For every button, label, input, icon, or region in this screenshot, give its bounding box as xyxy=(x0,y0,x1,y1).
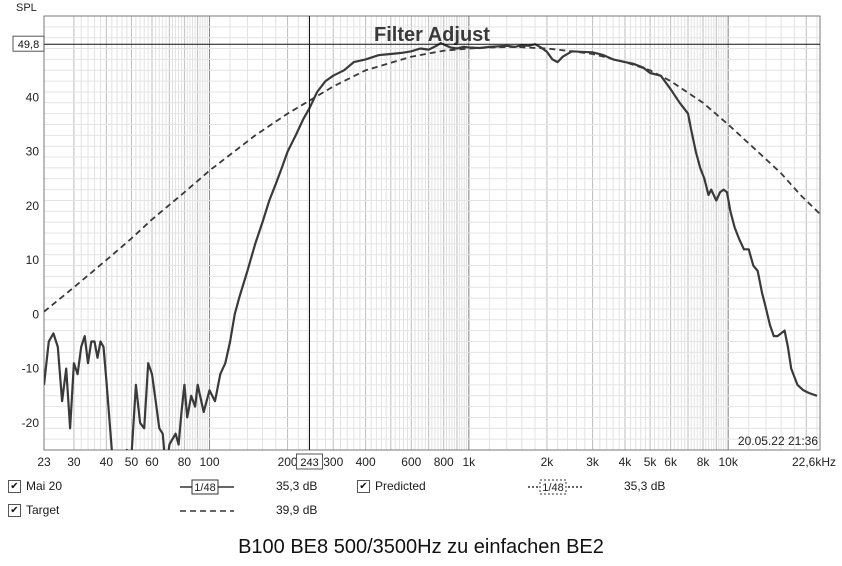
legend-checkbox-target[interactable] xyxy=(8,504,21,517)
legend-label-target: Target xyxy=(26,503,60,517)
cursor-y-label: 49,8 xyxy=(18,39,39,51)
y-tick-label: -20 xyxy=(22,416,40,430)
x-tick-label: 80 xyxy=(178,455,192,469)
legend-swatch-target xyxy=(180,510,234,512)
x-tick-label: 300 xyxy=(323,455,343,469)
x-tick-label: 60 xyxy=(145,455,159,469)
legend-smoothing-mai20: 1/48 xyxy=(194,482,215,494)
frequency-response-chart: -20 -10 0 10 20 30 40 SPL 23 30 40 50 60 80 100 200 300 4… xyxy=(12,2,836,470)
plot-frame xyxy=(43,15,821,451)
legend-smoothing-predicted: 1/48 xyxy=(542,482,563,494)
legend-swatch-predicted: 1/48 xyxy=(528,479,582,495)
x-tick-label: 5k xyxy=(644,455,658,469)
legend-label-mai20: Mai 20 xyxy=(26,479,63,493)
legend-swatch-mai20: 1/48 xyxy=(180,479,234,495)
x-tick-label: 1k xyxy=(463,455,477,469)
y-tick-label: -10 xyxy=(22,362,40,376)
x-tick-label: 6k xyxy=(664,455,678,469)
legend-checkbox-mai20[interactable] xyxy=(8,480,21,493)
x-tick-label: 2k xyxy=(541,455,555,469)
x-tick-label: 22,6kHz xyxy=(792,455,836,469)
legend-label-predicted: Predicted xyxy=(375,479,426,493)
legend-value-mai20: 35,3 dB xyxy=(276,479,318,493)
timestamp: 20.05.22 21:36 xyxy=(738,434,818,448)
x-tick-label: 100 xyxy=(200,455,220,469)
y-tick-label: 10 xyxy=(26,253,40,267)
legend-value-target: 39,9 dB xyxy=(276,503,318,517)
legend-value-predicted: 35,3 dB xyxy=(624,479,666,493)
series-line-target xyxy=(44,46,820,313)
series-group xyxy=(44,42,820,450)
grid xyxy=(44,15,820,451)
x-tick-label: 800 xyxy=(434,455,454,469)
chart-title: Filter Adjust xyxy=(374,24,490,46)
x-tick-label: 40 xyxy=(100,455,114,469)
x-tick-label: 50 xyxy=(125,455,139,469)
x-tick-label: 8k xyxy=(697,455,711,469)
x-tick-label: 3k xyxy=(586,455,600,469)
series-line-mai-20 xyxy=(44,42,818,450)
x-tick-label: 23 xyxy=(37,455,51,469)
cursor-y-box xyxy=(12,35,45,52)
x-tick-label: 30 xyxy=(67,455,81,469)
y-tick-label: 20 xyxy=(26,199,40,213)
y-tick-label: 30 xyxy=(26,145,40,159)
y-tick-label: 40 xyxy=(26,90,40,104)
cursor-x-label: 243 xyxy=(300,457,318,469)
y-axis-label: SPL xyxy=(16,2,37,14)
x-tick-label: 400 xyxy=(356,455,376,469)
x-tick-label: 4k xyxy=(619,455,633,469)
legend-checkbox-predicted[interactable] xyxy=(357,480,370,493)
cursor-x-box xyxy=(296,453,324,470)
x-tick-label: 600 xyxy=(401,455,421,469)
y-tick-label: 0 xyxy=(32,307,39,321)
chart-caption: B100 BE8 500/3500Hz zu einfachen BE2 xyxy=(238,536,604,558)
x-tick-label: 200 xyxy=(278,455,298,469)
x-tick-label: 10k xyxy=(718,455,738,469)
